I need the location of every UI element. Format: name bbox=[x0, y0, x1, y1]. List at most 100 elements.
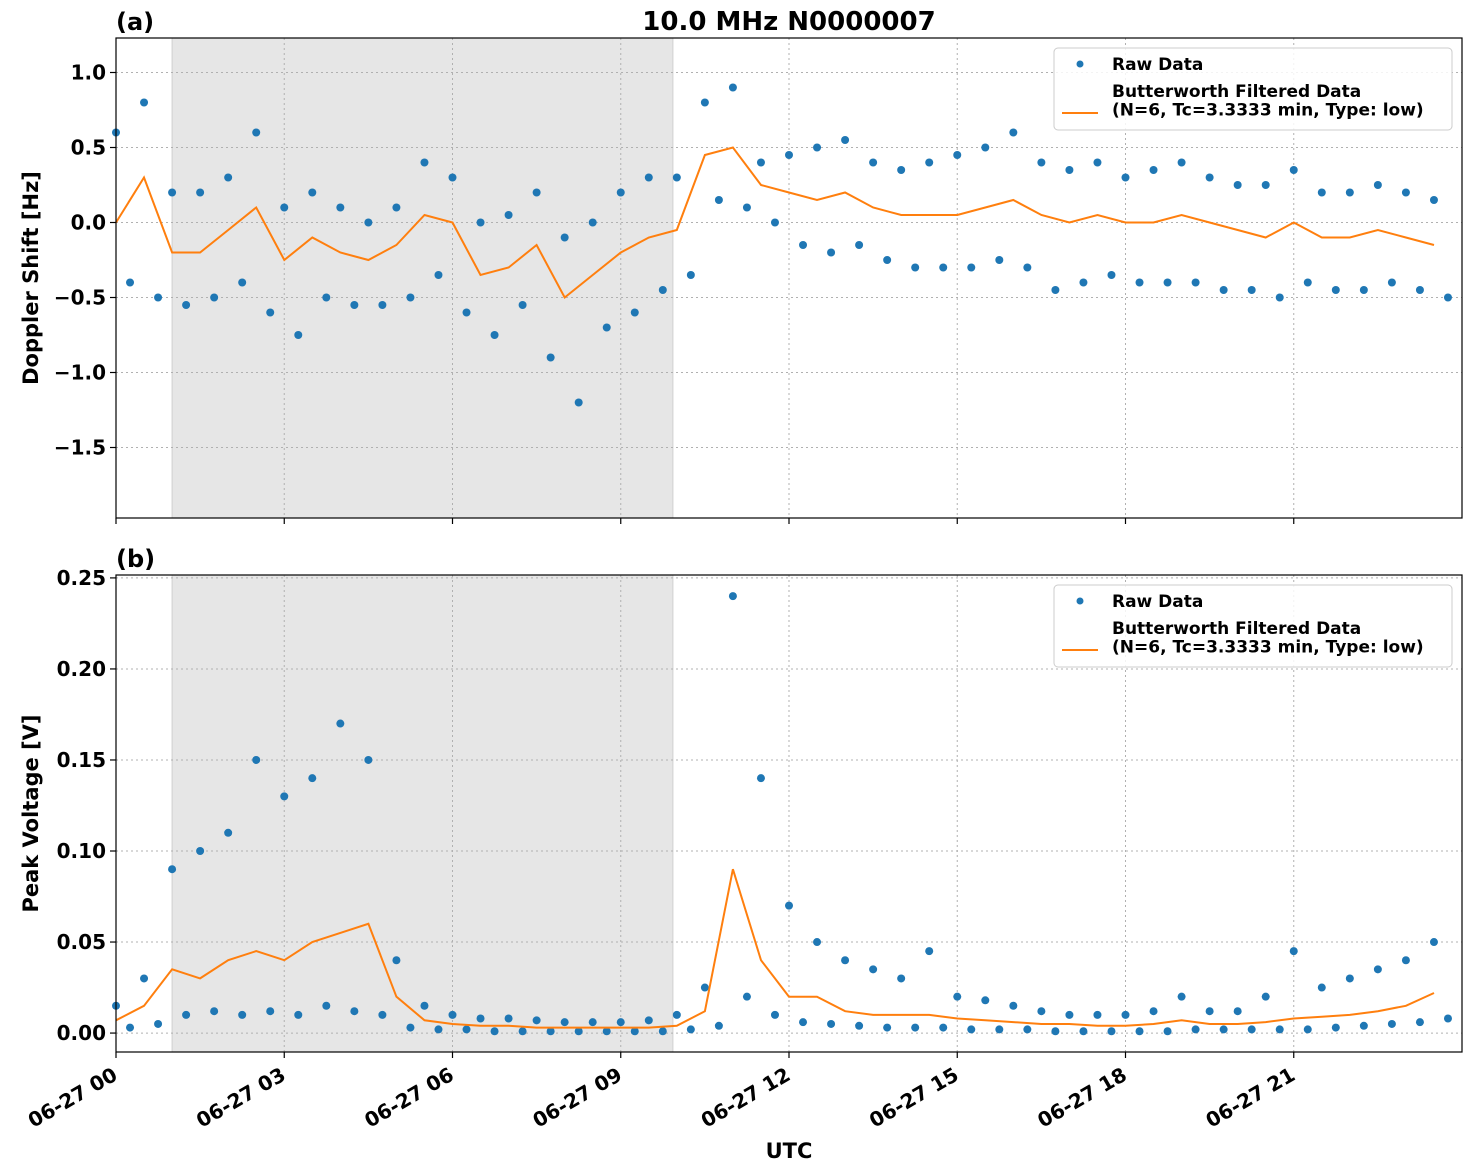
raw-point bbox=[658, 286, 667, 294]
raw-point bbox=[911, 263, 920, 272]
raw-point bbox=[518, 1027, 527, 1036]
raw-point bbox=[1303, 278, 1312, 287]
raw-point bbox=[210, 1007, 219, 1016]
raw-point bbox=[350, 1007, 359, 1016]
raw-point bbox=[420, 158, 429, 167]
raw-point bbox=[182, 1010, 191, 1019]
y-tick-label: 0.10 bbox=[57, 839, 106, 863]
raw-point bbox=[672, 1010, 681, 1019]
raw-point bbox=[827, 1019, 836, 1028]
raw-point bbox=[294, 1010, 303, 1019]
raw-point bbox=[1205, 1007, 1214, 1016]
raw-point bbox=[126, 1023, 135, 1032]
raw-point bbox=[1261, 181, 1270, 189]
raw-point bbox=[1345, 974, 1354, 983]
raw-point bbox=[855, 1021, 864, 1030]
raw-point bbox=[925, 947, 934, 956]
raw-point bbox=[224, 828, 233, 837]
raw-point bbox=[1093, 158, 1102, 167]
raw-point bbox=[1191, 1025, 1200, 1034]
raw-point bbox=[434, 271, 443, 279]
raw-point bbox=[546, 1027, 555, 1036]
raw-point bbox=[266, 308, 275, 317]
raw-point bbox=[883, 1023, 892, 1032]
raw-point bbox=[476, 218, 485, 227]
y-tick-label: 0.05 bbox=[57, 930, 106, 954]
raw-point bbox=[532, 1016, 541, 1025]
raw-point bbox=[378, 301, 387, 309]
raw-point bbox=[1121, 173, 1130, 182]
raw-point bbox=[1009, 1001, 1018, 1010]
raw-point bbox=[1037, 158, 1046, 167]
raw-point bbox=[560, 1018, 569, 1027]
raw-point bbox=[813, 938, 822, 947]
raw-point bbox=[1401, 188, 1410, 197]
raw-point bbox=[364, 755, 373, 764]
raw-point bbox=[1373, 181, 1382, 189]
raw-point bbox=[785, 151, 793, 159]
raw-point bbox=[210, 293, 219, 302]
raw-point bbox=[406, 1023, 415, 1032]
raw-point bbox=[1415, 1018, 1424, 1027]
y-tick-label: −1.0 bbox=[54, 361, 106, 385]
raw-point bbox=[462, 308, 471, 317]
y-tick-label: 0.0 bbox=[71, 211, 106, 235]
plot-frame bbox=[115, 574, 1463, 1053]
raw-point bbox=[756, 774, 765, 783]
raw-point bbox=[1149, 1007, 1158, 1016]
raw-point bbox=[532, 188, 541, 197]
raw-point bbox=[1093, 1010, 1102, 1019]
raw-point bbox=[1107, 1027, 1116, 1036]
raw-point bbox=[252, 128, 261, 137]
raw-point bbox=[770, 1010, 779, 1019]
raw-point bbox=[770, 218, 779, 227]
raw-point bbox=[1345, 188, 1354, 197]
x-tick-label: 06-27 06 bbox=[360, 1062, 458, 1132]
raw-point bbox=[1317, 188, 1326, 197]
raw-point bbox=[420, 1001, 429, 1010]
raw-point bbox=[308, 188, 317, 197]
raw-point bbox=[1219, 286, 1228, 294]
raw-point bbox=[1387, 1019, 1396, 1028]
y-tick-label: 0.20 bbox=[57, 657, 106, 681]
raw-point bbox=[1163, 1027, 1172, 1036]
raw-point bbox=[756, 158, 765, 167]
raw-point bbox=[126, 278, 135, 287]
x-tick-label: 06-27 03 bbox=[192, 1062, 290, 1132]
raw-point bbox=[700, 98, 709, 107]
y-axis-label: Peak Voltage [V] bbox=[19, 714, 43, 912]
raw-point bbox=[897, 166, 906, 174]
legend-marker bbox=[1076, 597, 1084, 605]
raw-point bbox=[322, 1001, 331, 1010]
raw-point bbox=[392, 203, 401, 212]
y-tick-label: 0.5 bbox=[71, 136, 106, 160]
shaded-span bbox=[171, 37, 674, 519]
raw-point bbox=[154, 293, 163, 302]
raw-point bbox=[1107, 271, 1116, 279]
raw-point bbox=[1135, 1027, 1144, 1036]
raw-point bbox=[140, 974, 149, 983]
raw-point bbox=[686, 271, 695, 279]
raw-point bbox=[1079, 1027, 1088, 1036]
raw-point bbox=[1177, 992, 1186, 1001]
raw-point bbox=[1429, 196, 1438, 204]
raw-point bbox=[1303, 1025, 1312, 1034]
raw-point bbox=[196, 847, 205, 856]
raw-point bbox=[686, 1025, 695, 1034]
x-tick-label: 06-27 18 bbox=[1033, 1062, 1131, 1132]
raw-point bbox=[981, 996, 990, 1005]
raw-point bbox=[855, 241, 864, 249]
raw-point bbox=[799, 241, 808, 249]
raw-point bbox=[1317, 983, 1326, 992]
y-tick-label: −0.5 bbox=[54, 286, 106, 310]
raw-point bbox=[1233, 1007, 1242, 1016]
raw-point bbox=[392, 956, 401, 965]
raw-point bbox=[602, 323, 611, 332]
raw-point bbox=[1443, 293, 1452, 302]
raw-point bbox=[434, 1025, 443, 1034]
raw-point bbox=[1149, 166, 1158, 174]
raw-point bbox=[238, 1010, 247, 1019]
raw-point bbox=[967, 263, 976, 272]
raw-point bbox=[630, 308, 639, 317]
raw-point bbox=[490, 1027, 499, 1036]
